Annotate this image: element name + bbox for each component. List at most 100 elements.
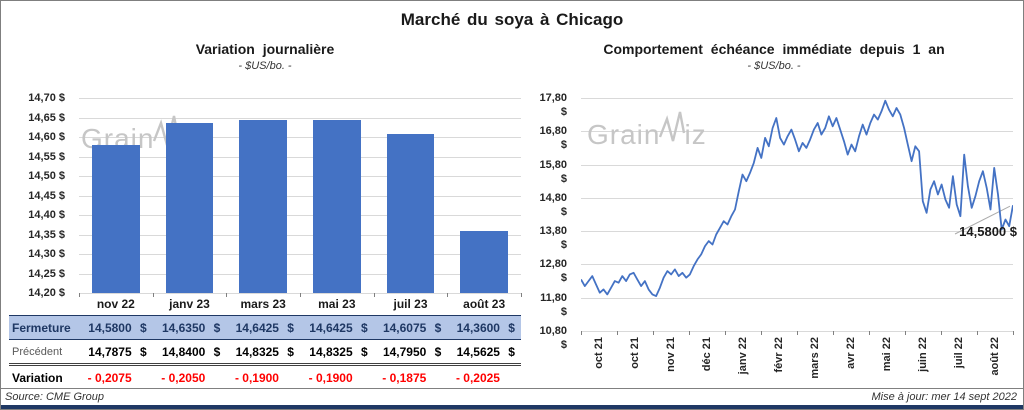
x-axis-tick bbox=[652, 331, 654, 335]
x-axis-label: oct 21 bbox=[629, 337, 641, 369]
table-row-variation: Variation - 0,2075 - 0,2050 - 0,1900 - 0,190… bbox=[9, 366, 521, 389]
cell-number: - 0,2075 bbox=[87, 370, 132, 385]
watermark-text: Grain bbox=[587, 119, 661, 150]
value-cell: 14,6425 $ bbox=[300, 321, 374, 335]
x-axis-label: févr 22 bbox=[772, 337, 785, 373]
gridline bbox=[581, 297, 1013, 299]
x-axis-label: oct 21 bbox=[592, 337, 605, 369]
y-axis-tick-label: 15,80 $ bbox=[539, 158, 567, 185]
bar-juil 23 bbox=[386, 134, 435, 293]
cell-number: 14,7950 bbox=[382, 344, 427, 359]
cell-number: - 0,1900 bbox=[308, 370, 353, 385]
x-axis-tick bbox=[868, 331, 870, 335]
gridline bbox=[79, 176, 521, 177]
x-axis-tick bbox=[373, 293, 375, 297]
y-axis-tick-label: 14,20 $ bbox=[28, 287, 65, 299]
price-table: nov 22 janv 23 mars 23 mai 23 juil 23 août 23… bbox=[9, 293, 521, 389]
price-line-chart bbox=[581, 99, 1013, 298]
source-label: Source: CME Group bbox=[5, 391, 105, 403]
x-axis-tick bbox=[833, 331, 834, 335]
cell-number: - 0,2025 bbox=[455, 370, 500, 385]
cell-currency: $ bbox=[434, 320, 442, 335]
bar-nov 22 bbox=[91, 144, 140, 293]
updated-label: Mise à jour: mer 14 sept 2022 bbox=[871, 391, 1017, 403]
x-axis-label: mars 22 bbox=[809, 337, 821, 379]
cell-number: 14,5800 bbox=[88, 320, 132, 335]
x-axis-tick bbox=[761, 331, 762, 335]
y-axis-tick-label: 16,80 $ bbox=[539, 125, 567, 152]
gridline bbox=[79, 195, 521, 197]
price-line-series bbox=[581, 99, 1013, 298]
value-cell: 14,7950 $ bbox=[374, 345, 448, 359]
bar-slot-juil 23 bbox=[374, 98, 448, 293]
bar-slot-janv 23 bbox=[153, 98, 227, 293]
cell-number: 14,8400 bbox=[161, 344, 206, 359]
cell-number: 14,6075 bbox=[382, 320, 427, 335]
y-axis-tick-label: 14,25 $ bbox=[28, 267, 65, 280]
y-axis-tick-label: 14,55 $ bbox=[28, 150, 65, 163]
y-axis-tick-label: 14,30 $ bbox=[28, 248, 65, 260]
x-axis-tick bbox=[616, 331, 618, 335]
x-axis-label: nov 21 bbox=[665, 337, 677, 372]
line-plot-area: 14,5800 $ Grain iz oct 21 oct 21 nov 21 déc 2… bbox=[581, 98, 1017, 379]
x-axis-label: déc 21 bbox=[700, 337, 713, 372]
y-axis-tick-label: 17,80 $ bbox=[539, 92, 567, 118]
line-y-axis: 17,80 $ 16,80 $ 15,80 $ 14,80 $ 13,80 $ 12,80… bbox=[531, 92, 573, 351]
bar-slot-août 23 bbox=[447, 98, 521, 293]
x-axis-label: avr 22 bbox=[845, 337, 857, 369]
cell-currency: $ bbox=[360, 320, 368, 335]
y-axis-tick-label: 12,80 $ bbox=[539, 258, 567, 285]
value-cell: 14,3600 $ bbox=[447, 321, 521, 335]
gridline bbox=[79, 215, 521, 216]
value-cell: 14,8325 $ bbox=[226, 345, 300, 359]
y-axis-tick-label: 10,80 $ bbox=[539, 325, 567, 351]
y-axis-tick-label: 14,45 $ bbox=[28, 189, 65, 202]
footer: Source: CME Group Mise à jour: mer 14 se… bbox=[1, 388, 1023, 405]
bar-janv 23 bbox=[165, 123, 214, 293]
y-axis-tick-label: 13,80 $ bbox=[539, 225, 567, 252]
x-axis-label: juin 22 bbox=[916, 337, 929, 372]
x-axis-tick bbox=[977, 331, 978, 335]
cell-number: 14,6350 bbox=[161, 320, 206, 335]
x-axis-tick bbox=[152, 293, 154, 297]
gridline bbox=[581, 164, 1013, 166]
y-axis-tick-label: 14,35 $ bbox=[28, 228, 65, 241]
cell-number: - 0,1900 bbox=[234, 370, 279, 385]
y-axis-tick-label: 14,40 $ bbox=[28, 209, 65, 221]
x-axis-tick bbox=[941, 331, 942, 335]
x-axis-label: mai 22 bbox=[881, 337, 893, 372]
value-cell: - 0,2050 bbox=[153, 371, 227, 385]
annotation-leader-line bbox=[954, 205, 1011, 235]
cell-number: 14,5625 bbox=[456, 344, 500, 359]
bar-mars 23 bbox=[239, 120, 288, 293]
line-chart-subtitle: - $US/bo. - bbox=[747, 60, 801, 72]
bar-y-axis: 14,70 $ 14,65 $ 14,60 $ 14,55 $ 14,50 $ 14,45… bbox=[9, 92, 71, 299]
cell-currency: $ bbox=[434, 344, 442, 359]
table-row-précédent: Précédent 14,7875 $14,8400 $14,8325 $14,8325… bbox=[9, 340, 521, 366]
cell-currency: $ bbox=[213, 320, 221, 335]
value-cell: - 0,2025 bbox=[447, 371, 521, 385]
value-cell: - 0,1875 bbox=[374, 371, 448, 385]
gridline bbox=[581, 231, 1013, 233]
line-chart-title: Comportement échéance immédiate depuis 1… bbox=[603, 41, 945, 57]
x-axis-tick bbox=[521, 293, 522, 297]
cell-currency: $ bbox=[139, 344, 147, 359]
bar-series bbox=[79, 98, 521, 293]
gridline bbox=[581, 197, 1013, 199]
gridline bbox=[79, 137, 521, 138]
cell-number: 14,6425 bbox=[309, 320, 353, 335]
row-label: Précédent bbox=[12, 345, 63, 358]
cell-number: 14,8325 bbox=[235, 344, 279, 359]
bar-slot-nov 22 bbox=[79, 98, 153, 293]
month-header-cell: mars 23 bbox=[240, 297, 286, 311]
bar-slot-mars 23 bbox=[226, 98, 300, 293]
value-cell: - 0,1900 bbox=[226, 371, 300, 385]
x-axis-tick bbox=[300, 293, 301, 297]
month-header-cell: août 23 bbox=[463, 297, 506, 311]
month-header-cell: janv 23 bbox=[169, 297, 210, 311]
bar-slot-mai 23 bbox=[300, 98, 374, 293]
cell-number: 14,6425 bbox=[235, 320, 279, 335]
cell-number: 14,3600 bbox=[456, 320, 500, 335]
